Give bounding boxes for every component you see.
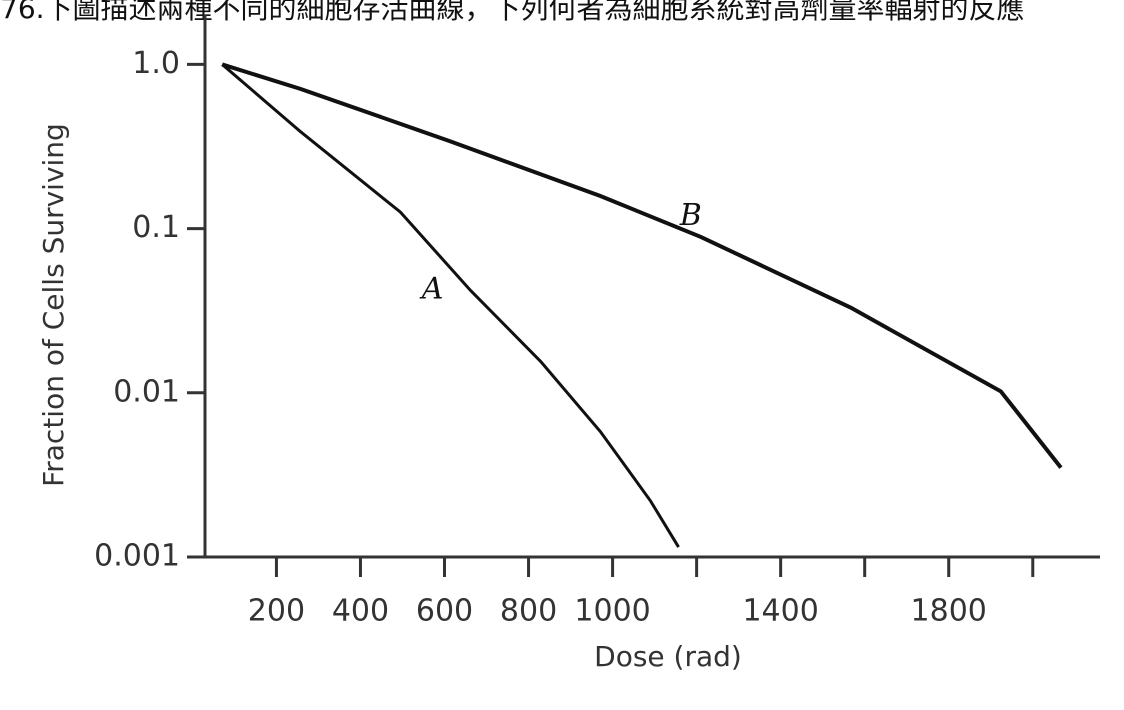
line-series (221, 63, 680, 548)
x-axis-label: Dose (rad) (594, 640, 742, 673)
x-tick-label: 1800 (911, 594, 987, 629)
y-axis-label: Fraction of Cells Surviving (37, 123, 70, 487)
y-tick-label: 0.1 (132, 210, 180, 245)
x-tick-label: 800 (500, 594, 557, 629)
series-label: A (419, 271, 444, 306)
line-series (221, 62, 1063, 469)
x-tick-label: 200 (248, 594, 305, 629)
y-tick-label: 0.01 (113, 374, 180, 409)
x-tick-label: 400 (332, 594, 389, 629)
series-label: B (679, 198, 702, 233)
x-tick-label: 1400 (742, 594, 818, 629)
chart-title: 76.下圖描述兩種不同的細胞存活曲線，下列何者為細胞系統對高劑量率輻射的反應 (0, 0, 1025, 25)
x-tick-label: 1000 (574, 594, 650, 629)
y-tick-label: 0.001 (94, 539, 180, 574)
y-tick-label: 1.0 (132, 46, 180, 81)
x-tick-label: 600 (416, 594, 473, 629)
